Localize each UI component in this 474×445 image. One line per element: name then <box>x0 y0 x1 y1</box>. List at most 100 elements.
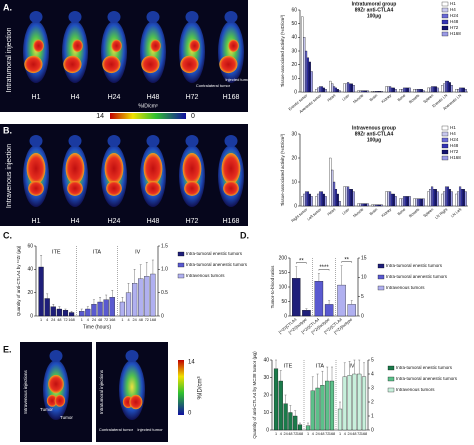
hotspot <box>145 180 161 196</box>
bar <box>462 87 465 93</box>
bar <box>144 276 150 317</box>
hotspot <box>221 153 241 185</box>
y-axis-label: Tissue-associated activity (%ID/cm³) <box>280 133 285 206</box>
legend-label: Intravenous tumors <box>396 387 435 392</box>
bar <box>278 380 283 431</box>
bar <box>429 189 432 207</box>
y-tick-label: 50 <box>281 299 287 305</box>
x-tick-label: 1 <box>307 432 309 436</box>
x-tick-label: 24 <box>51 318 55 322</box>
y2-tick-label: 0.5 <box>161 290 168 296</box>
bar <box>297 424 303 431</box>
annotation: Injected tumor <box>137 427 163 432</box>
y-tick-label: 20 <box>27 290 33 296</box>
chart-title: Intravenous group <box>352 125 396 131</box>
x-tick-label: 168 <box>329 432 335 436</box>
mouse-head <box>185 11 199 23</box>
mouse-head <box>29 11 43 23</box>
legend-label: Intra-tumoral anenestic tumors <box>186 262 248 267</box>
bar <box>303 37 306 93</box>
bar <box>315 196 318 207</box>
bar <box>362 203 366 207</box>
x-tick-label: Muscle <box>352 93 364 104</box>
image-label: Intravenous injections <box>23 369 28 413</box>
bar <box>418 198 422 207</box>
y-tick-label: 10 <box>263 410 269 416</box>
error-bar <box>151 259 154 274</box>
x-tick-label: 48 <box>98 318 102 322</box>
x-tick-label: 72 <box>104 318 108 322</box>
hotspot <box>150 39 161 52</box>
hotspot <box>72 39 83 52</box>
error-bar <box>328 300 331 305</box>
y-axis-label: Quantity of anti-CTLA4 by MC38 tumor (µg… <box>252 351 257 439</box>
significance: ** <box>299 258 304 264</box>
bar <box>446 186 450 207</box>
error-bar <box>275 359 277 369</box>
bar <box>292 278 301 317</box>
error-bar <box>289 405 292 413</box>
bar <box>366 203 369 207</box>
image-label: Intratumoral injections <box>99 369 104 414</box>
bar <box>457 89 460 93</box>
bar <box>455 193 458 207</box>
bar <box>460 87 464 93</box>
chart-subtitle: 89Zr anti-CTLA4 <box>355 7 394 13</box>
bar <box>336 89 339 93</box>
x-tick-label: 1 <box>40 318 42 322</box>
bar <box>430 186 434 207</box>
bar <box>427 191 430 207</box>
y2-tick-label: 1 <box>371 413 374 419</box>
legend-label: Intra-tumoral enestic tumors <box>386 263 443 268</box>
error-bar <box>317 273 320 282</box>
annotation: Contralateral tumor <box>99 427 134 432</box>
bar <box>388 86 392 93</box>
legend-swatch <box>441 137 449 143</box>
bar <box>361 376 367 431</box>
y-tick-label: 20 <box>291 62 297 68</box>
bar <box>293 415 298 431</box>
bar <box>304 50 308 93</box>
x-tick-label: 1 <box>275 432 277 436</box>
timepoint-label: H4 <box>71 94 80 101</box>
x-tick-label: 168 <box>361 432 367 436</box>
annotation: Tumor <box>60 415 73 420</box>
bar <box>462 189 465 207</box>
y-tick-label: 40 <box>263 357 269 363</box>
bar <box>301 16 304 93</box>
bar <box>441 193 444 207</box>
error-bar <box>40 255 43 267</box>
bar <box>331 169 334 207</box>
bar <box>138 278 144 317</box>
y-tick-label: 50 <box>291 21 297 27</box>
y-tick-label: 40 <box>27 267 33 273</box>
mouse-head <box>107 11 121 23</box>
timepoint-label: H24 <box>108 218 121 225</box>
bar <box>455 89 458 93</box>
bar <box>352 191 355 207</box>
bar <box>324 89 327 93</box>
bar <box>119 301 126 317</box>
bar <box>373 91 376 93</box>
bar <box>357 90 360 93</box>
bar <box>364 90 367 93</box>
bar <box>357 203 360 207</box>
y2-tick-label: 5 <box>361 294 364 300</box>
bar <box>416 89 420 93</box>
bar <box>324 196 327 207</box>
bar <box>380 91 383 93</box>
mouse-head <box>224 11 238 23</box>
colorbar <box>110 113 186 119</box>
y-tick-label: 0 <box>294 203 297 209</box>
mouse-head <box>125 350 139 362</box>
x-tick-label: 4 <box>344 432 346 436</box>
error-bar <box>343 362 346 377</box>
bar <box>450 191 453 207</box>
legend-label: H1 <box>450 125 456 130</box>
x-tick-label: 72 <box>357 432 361 436</box>
bar <box>416 198 420 207</box>
bar <box>317 87 320 93</box>
bar <box>303 193 306 207</box>
bar <box>305 425 311 431</box>
x-tick-label: Brain <box>369 93 378 102</box>
